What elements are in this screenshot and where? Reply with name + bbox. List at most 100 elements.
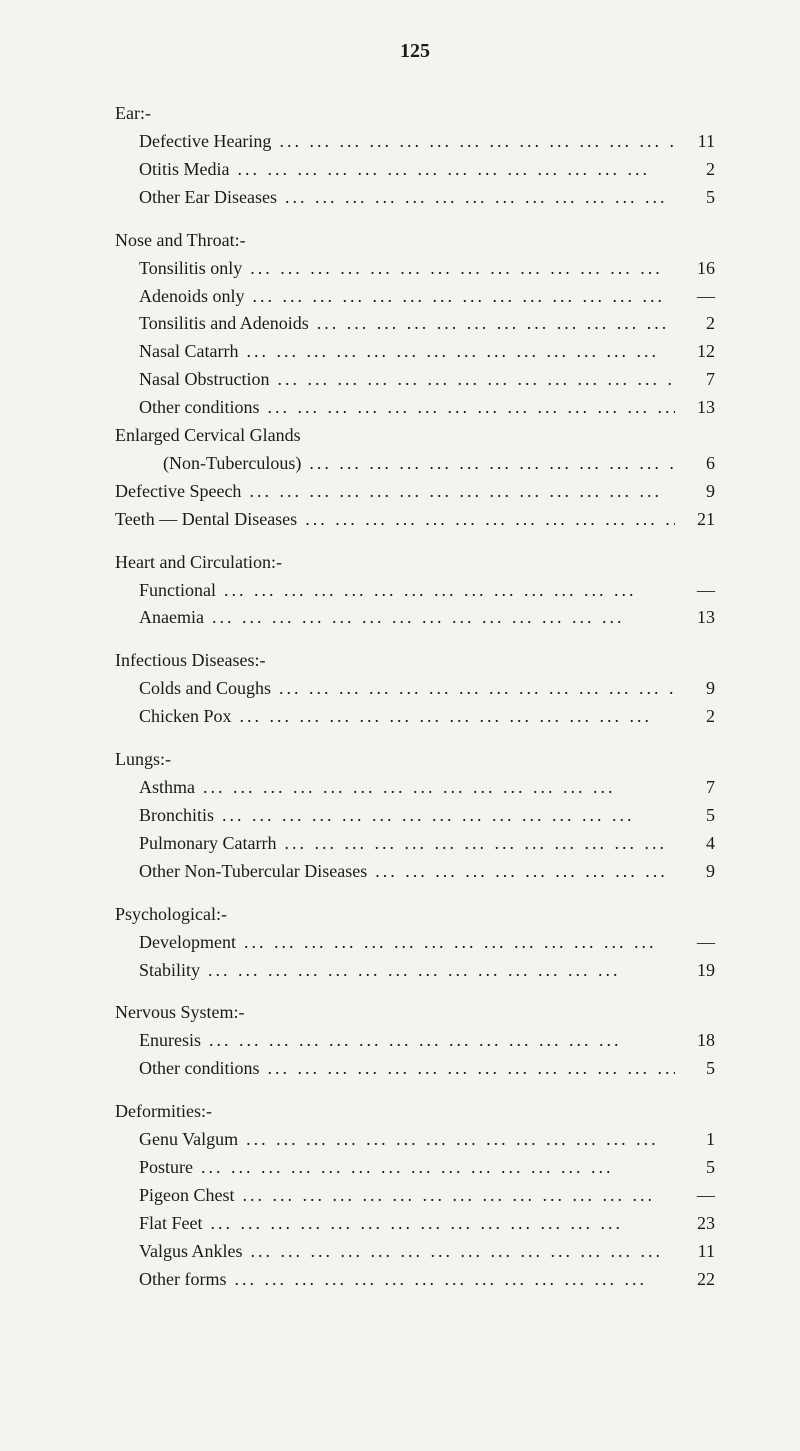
entry-row: Colds and Coughs... ... ... ... ... ... …: [139, 675, 715, 703]
entry-row: Functional... ... ... ... ... ... ... ..…: [139, 577, 715, 605]
entry-value: 1: [675, 1126, 715, 1154]
entry-label: Bronchitis: [139, 802, 214, 830]
entry-label: Tonsilitis and Adenoids: [139, 310, 309, 338]
entry-value: —: [675, 283, 715, 311]
leader-dots: ... ... ... ... ... ... ... ... ... ... …: [277, 184, 675, 212]
leader-dots: ... ... ... ... ... ... ... ... ... ... …: [232, 703, 676, 731]
section-header: Heart and Circulation:-: [115, 552, 715, 573]
entry-label: Asthma: [139, 774, 195, 802]
entry-row: Other conditions... ... ... ... ... ... …: [139, 394, 715, 422]
entry-label: (Non-Tuberculous): [163, 450, 301, 478]
entry-label: Otitis Media: [139, 156, 230, 184]
entry-row: Flat Feet... ... ... ... ... ... ... ...…: [139, 1210, 715, 1238]
leader-dots: ... ... ... ... ... ... ... ... ... ... …: [201, 1027, 675, 1055]
section-header: Deformities:-: [115, 1101, 715, 1122]
leader-dots: ... ... ... ... ... ... ... ... ... ... …: [236, 929, 675, 957]
entry-row: Defective Hearing... ... ... ... ... ...…: [139, 128, 715, 156]
entry-value: 22: [675, 1266, 715, 1294]
entry-value: 13: [675, 394, 715, 422]
section-header: Nervous System:-: [115, 1002, 715, 1023]
entry-label: Enlarged Cervical Glands: [115, 422, 301, 450]
entry-row: Tonsilitis and Adenoids... ... ... ... .…: [139, 310, 715, 338]
leader-dots: ... ... ... ... ... ... ... ... ... ... …: [195, 774, 675, 802]
entry-value: 2: [675, 310, 715, 338]
entry-value: 4: [675, 830, 715, 858]
entry-value: 12: [675, 338, 715, 366]
entry-value: 9: [675, 478, 715, 506]
entry-value: 21: [675, 506, 715, 534]
leader-dots: ... ... ... ... ... ... ... ... ... ... …: [259, 1055, 675, 1083]
entry-value: 7: [675, 366, 715, 394]
entry-label: Chicken Pox: [139, 703, 232, 731]
entry-row: Tonsilitis only... ... ... ... ... ... .…: [139, 255, 715, 283]
entry-row: Other forms... ... ... ... ... ... ... .…: [139, 1266, 715, 1294]
entry-label: Tonsilitis only: [139, 255, 242, 283]
entry-row: Anaemia... ... ... ... ... ... ... ... .…: [139, 604, 715, 632]
entry-label: Stability: [139, 957, 200, 985]
entry-value: 6: [675, 450, 715, 478]
leader-dots: ... ... ... ... ... ... ... ... ... ... …: [238, 338, 675, 366]
leader-dots: ... ... ... ... ... ... ... ... ... ... …: [269, 366, 675, 394]
entry-label: Nasal Obstruction: [139, 366, 269, 394]
entry-row: Chicken Pox... ... ... ... ... ... ... .…: [139, 703, 715, 731]
leader-dots: ... ... ... ... ... ... ... ... ... ... …: [235, 1182, 675, 1210]
entry-label: Other Ear Diseases: [139, 184, 277, 212]
entry-row: Bronchitis... ... ... ... ... ... ... ..…: [139, 802, 715, 830]
entry-row: Asthma... ... ... ... ... ... ... ... ..…: [139, 774, 715, 802]
entry-value: —: [675, 577, 715, 605]
entry-value: 13: [675, 604, 715, 632]
entry-label: Valgus Ankles: [139, 1238, 243, 1266]
entry-label: Defective Hearing: [139, 128, 271, 156]
entry-row: Pigeon Chest... ... ... ... ... ... ... …: [139, 1182, 715, 1210]
entry-label: Nasal Catarrh: [139, 338, 238, 366]
entry-label: Pulmonary Catarrh: [139, 830, 276, 858]
entry-row: Posture... ... ... ... ... ... ... ... .…: [139, 1154, 715, 1182]
entry-label: Colds and Coughs: [139, 675, 271, 703]
entry-value: 23: [675, 1210, 715, 1238]
entry-row: Genu Valgum... ... ... ... ... ... ... .…: [139, 1126, 715, 1154]
entry-row: (Non-Tuberculous)... ... ... ... ... ...…: [163, 450, 715, 478]
leader-dots: ... ... ... ... ... ... ... ... ... ... …: [230, 156, 676, 184]
leader-dots: ... ... ... ... ... ... ... ... ... ... …: [309, 310, 675, 338]
entry-label: Pigeon Chest: [139, 1182, 235, 1210]
entry-row: Defective Speech... ... ... ... ... ... …: [115, 478, 715, 506]
entry-row: Teeth — Dental Diseases... ... ... ... .…: [115, 506, 715, 534]
entry-row: Other Ear Diseases... ... ... ... ... ..…: [139, 184, 715, 212]
entry-label: Functional: [139, 577, 216, 605]
content-body: Ear:-Defective Hearing... ... ... ... ..…: [115, 103, 715, 1294]
section-header: Nose and Throat:-: [115, 230, 715, 251]
page-number: 125: [115, 40, 715, 63]
entry-value: 9: [675, 858, 715, 886]
leader-dots: ... ... ... ... ... ... ... ... ... ... …: [238, 1126, 675, 1154]
entry-row: Nasal Catarrh... ... ... ... ... ... ...…: [139, 338, 715, 366]
entry-row: Stability... ... ... ... ... ... ... ...…: [139, 957, 715, 985]
entry-label: Other forms: [139, 1266, 226, 1294]
entry-row: Development... ... ... ... ... ... ... .…: [139, 929, 715, 957]
entry-label: Development: [139, 929, 236, 957]
leader-dots: ... ... ... ... ... ... ... ... ... ... …: [193, 1154, 675, 1182]
leader-dots: ... ... ... ... ... ... ... ... ... ... …: [241, 478, 675, 506]
entry-row: Enlarged Cervical Glands: [115, 422, 715, 450]
entry-label: Genu Valgum: [139, 1126, 238, 1154]
leader-dots: ... ... ... ... ... ... ... ... ... ... …: [245, 283, 676, 311]
entry-row: Other conditions... ... ... ... ... ... …: [139, 1055, 715, 1083]
entry-value: 11: [675, 128, 715, 156]
entry-row: Enuresis... ... ... ... ... ... ... ... …: [139, 1027, 715, 1055]
entry-label: Flat Feet: [139, 1210, 203, 1238]
entry-row: Nasal Obstruction... ... ... ... ... ...…: [139, 366, 715, 394]
entry-label: Teeth — Dental Diseases: [115, 506, 297, 534]
leader-dots: ... ... ... ... ... ... ... ... ... ... …: [243, 1238, 676, 1266]
leader-dots: ... ... ... ... ... ... ... ... ... ... …: [203, 1210, 676, 1238]
entry-value: 2: [675, 703, 715, 731]
entry-label: Posture: [139, 1154, 193, 1182]
entry-value: 2: [675, 156, 715, 184]
entry-value: 5: [675, 802, 715, 830]
leader-dots: ... ... ... ... ... ... ... ... ... ... …: [214, 802, 675, 830]
leader-dots: ... ... ... ... ... ... ... ... ... ... …: [204, 604, 675, 632]
leader-dots: ... ... ... ... ... ... ... ... ... ... …: [200, 957, 675, 985]
leader-dots: ... ... ... ... ... ... ... ... ... ... …: [216, 577, 675, 605]
entry-label: Other conditions: [139, 394, 259, 422]
leader-dots: ... ... ... ... ... ... ... ... ... ... …: [301, 450, 675, 478]
entry-label: Adenoids only: [139, 283, 245, 311]
document-page: 125 Ear:-Defective Hearing... ... ... ..…: [0, 0, 800, 1334]
